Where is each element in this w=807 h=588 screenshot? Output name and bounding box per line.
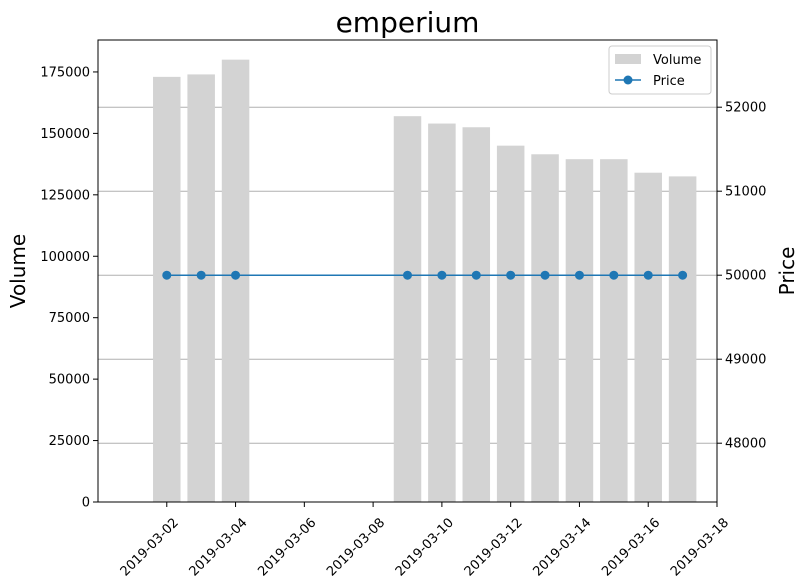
x-tick-label: 2019-03-06 — [255, 515, 319, 579]
x-tick-label: 2019-03-14 — [530, 515, 594, 579]
legend-swatch-volume — [615, 54, 641, 64]
y2-tick-label: 49000 — [725, 353, 766, 368]
price-point — [609, 270, 619, 280]
x-tick-label: 2019-03-18 — [668, 515, 732, 579]
x-tick-label: 2019-03-04 — [187, 515, 251, 579]
volume-bar — [153, 76, 181, 503]
price-line — [162, 270, 688, 280]
chart-title: emperium — [336, 6, 480, 39]
legend-label-volume: Volume — [653, 53, 701, 68]
y-tick-label: 175000 — [40, 65, 90, 80]
price-point — [403, 270, 412, 280]
legend: Volume Price — [608, 45, 712, 95]
price-point — [506, 270, 516, 280]
y2-tick-label: 48000 — [725, 437, 766, 452]
y-tick-label: 150000 — [40, 127, 90, 142]
legend-label-price: Price — [653, 74, 685, 89]
volume-bar — [428, 123, 456, 502]
volume-bars — [153, 59, 697, 503]
price-point — [678, 270, 688, 280]
y-tick-label: 50000 — [49, 373, 90, 388]
y2-tick-label: 50000 — [725, 269, 766, 284]
volume-bar — [600, 159, 628, 503]
right-y-axis: 48000 49000 50000 51000 52000 — [717, 101, 766, 452]
price-point — [471, 270, 481, 280]
x-tick-label: 2019-03-08 — [324, 515, 388, 579]
price-point — [437, 270, 447, 280]
plot-frame — [97, 39, 718, 503]
volume-bar — [634, 172, 662, 502]
x-tick-label: 2019-03-12 — [462, 515, 526, 579]
y-tick-label: 100000 — [40, 250, 90, 265]
x-axis: 2019-03-02 2019-03-04 2019-03-06 2019-03-08… — [118, 502, 732, 579]
left-y-axis: 0 25000 50000 75000 100000 125000 150000 175000 — [40, 65, 98, 511]
y-axis-label: Volume — [6, 234, 30, 308]
legend-swatch-price-marker — [623, 75, 633, 85]
x-tick-label: 2019-03-02 — [118, 515, 182, 579]
price-point — [574, 270, 584, 280]
volume-bar — [187, 74, 215, 502]
x-tick-label: 2019-03-10 — [393, 515, 457, 579]
volume-bar — [565, 159, 594, 503]
price-point — [162, 270, 172, 280]
volume-bar — [668, 176, 697, 502]
y2-tick-label: 51000 — [725, 185, 766, 200]
volume-bar — [221, 59, 250, 502]
price-point — [540, 270, 550, 280]
volume-bar — [462, 127, 491, 502]
x-tick-label: 2019-03-16 — [599, 515, 663, 579]
volume-bar — [531, 154, 559, 502]
y2-axis-label: Price — [775, 247, 799, 296]
y2-tick-label: 52000 — [725, 101, 766, 116]
y-tick-label: 0 — [82, 496, 90, 511]
price-point — [643, 270, 653, 280]
y-tick-label: 75000 — [49, 311, 90, 326]
volume-bar — [393, 116, 422, 503]
y-tick-label: 25000 — [49, 434, 90, 449]
price-point — [231, 270, 241, 280]
y-tick-label: 125000 — [40, 188, 90, 203]
volume-bar — [496, 145, 525, 502]
price-point — [196, 270, 206, 280]
